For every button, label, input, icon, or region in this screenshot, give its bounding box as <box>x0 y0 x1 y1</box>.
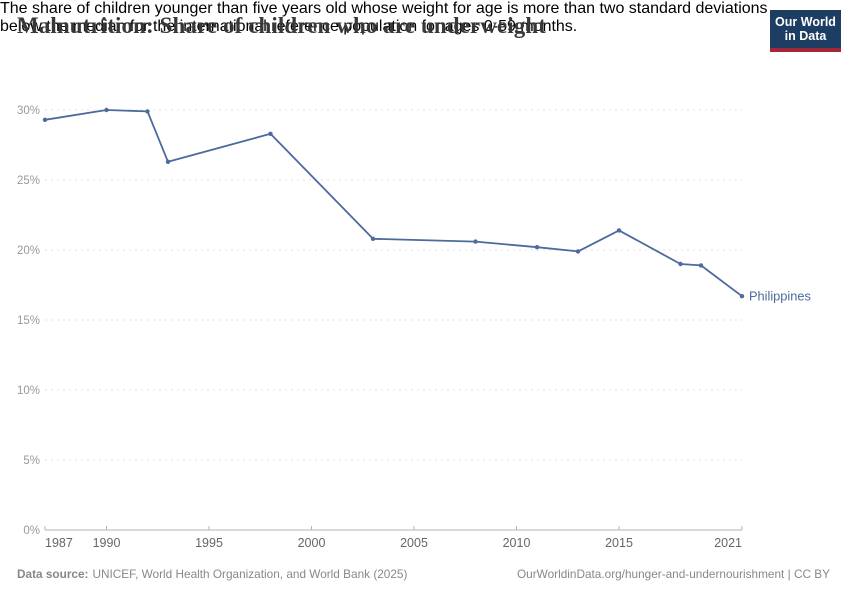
data-source-label: Data source: <box>17 567 89 581</box>
y-tick-label: 25% <box>17 175 40 187</box>
chart-subtitle-line1: The share of children younger than five … <box>0 0 768 17</box>
x-tick-label: 1987 <box>45 536 73 550</box>
owid-logo-line2: in Data <box>784 29 827 43</box>
data-source-text: UNICEF, World Health Organization, and W… <box>92 567 408 581</box>
x-tick-label: 1990 <box>93 536 121 550</box>
x-tick-label: 2015 <box>605 536 633 550</box>
data-point <box>534 245 540 250</box>
owid-logo: Our World in Data <box>770 10 841 52</box>
data-source: Data source: UNICEF, World Health Organiz… <box>17 567 407 581</box>
data-point <box>575 249 581 254</box>
y-tick-label: 15% <box>17 315 40 327</box>
y-tick-label: 20% <box>17 245 40 257</box>
data-point <box>370 236 376 241</box>
data-point <box>165 159 171 164</box>
x-tick-label: 2010 <box>503 536 531 550</box>
data-point <box>698 263 704 268</box>
trend-line <box>44 109 743 298</box>
attribution-text: OurWorldinData.org/hunger-and-undernouri… <box>517 567 830 581</box>
x-tick-label: 1995 <box>195 536 223 550</box>
data-point <box>473 239 478 244</box>
x-tick-label: 2021 <box>714 536 742 550</box>
chart-subtitle-line2: below the median for the international r… <box>0 18 578 35</box>
y-tick-label: 10% <box>17 385 40 397</box>
x-tick-label: 2005 <box>400 536 428 550</box>
y-tick-label: 0% <box>23 525 40 537</box>
page-title: Malnutrition: Share of children who are … <box>17 13 547 38</box>
data-point <box>145 109 150 114</box>
chart-footer: Data source: UNICEF, World Health Organiz… <box>17 567 830 581</box>
data-point <box>104 107 109 113</box>
series-label: Philippines <box>749 289 811 304</box>
data-point <box>616 228 622 233</box>
y-tick-label: 5% <box>23 455 40 467</box>
y-tick-label: 30% <box>17 105 40 117</box>
owid-logo-line1: Our World <box>775 14 836 29</box>
data-point <box>739 294 745 299</box>
data-point <box>678 261 683 267</box>
data-point <box>42 117 48 123</box>
data-point <box>268 131 273 136</box>
x-tick-label: 2000 <box>298 536 326 550</box>
